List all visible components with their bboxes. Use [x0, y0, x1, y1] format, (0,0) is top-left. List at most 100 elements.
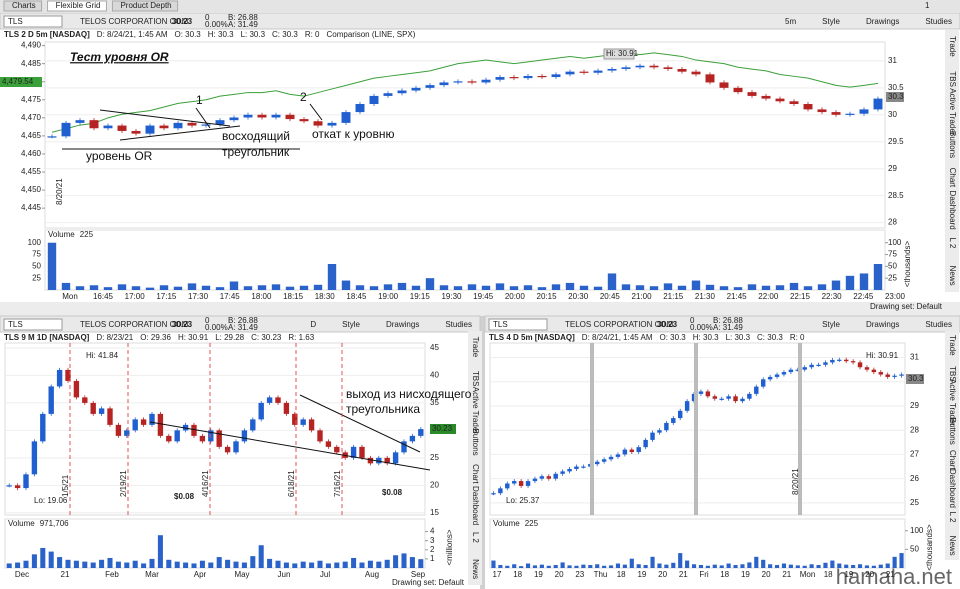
- volume-bar: [636, 564, 641, 568]
- volume-bar: [174, 561, 180, 568]
- toolbar-button[interactable]: Drawings: [866, 17, 899, 26]
- side-tab[interactable]: Chart: [471, 464, 480, 484]
- volume-bar: [359, 562, 365, 568]
- side-tab[interactable]: Chart: [948, 168, 957, 188]
- volume-bar: [622, 564, 627, 568]
- side-tab[interactable]: Buttons: [471, 429, 480, 456]
- side-tab[interactable]: L 2: [948, 237, 957, 248]
- symbol[interactable]: TLS: [8, 17, 23, 26]
- candle: [781, 372, 787, 375]
- header-bar: [484, 315, 960, 333]
- side-tab[interactable]: Active Trader: [948, 379, 957, 426]
- volume-bar: [243, 286, 253, 290]
- side-tab[interactable]: News: [471, 559, 480, 579]
- volume-tick-label: 2: [430, 545, 435, 554]
- side-tab[interactable]: Dashboard: [948, 191, 957, 230]
- candle: [159, 125, 169, 129]
- x-tick-label: 22:30: [822, 292, 843, 301]
- annotation: треугольник: [222, 145, 290, 159]
- volume-bar: [830, 560, 835, 568]
- volume-bar: [795, 565, 800, 568]
- candle: [823, 362, 828, 365]
- side-tab[interactable]: Trade: [471, 337, 480, 358]
- symbol[interactable]: TLS: [8, 320, 23, 329]
- volume-bar: [229, 281, 239, 290]
- candle: [334, 446, 340, 453]
- annotation: $0.08: [174, 492, 195, 501]
- side-tab[interactable]: Active Trader: [948, 88, 957, 135]
- tab[interactable]: Charts: [12, 1, 36, 10]
- volume-bar: [837, 563, 842, 568]
- volume-tick-label: 100: [28, 238, 42, 247]
- candle: [657, 430, 662, 433]
- side-tab[interactable]: Trade: [948, 36, 957, 57]
- side-tab[interactable]: TBS: [948, 71, 957, 87]
- volume-bar: [899, 553, 904, 568]
- toolbar-button[interactable]: D: [310, 320, 316, 329]
- x-tick-label: 18: [824, 570, 833, 579]
- side-tab[interactable]: Buttons: [948, 131, 957, 158]
- volume-bar: [342, 561, 348, 568]
- symbol-box[interactable]: [3, 318, 63, 331]
- toolbar-button[interactable]: Studies: [925, 320, 952, 329]
- date-label: 7/16/21: [333, 470, 342, 497]
- side-tab[interactable]: Trade: [948, 335, 957, 356]
- symbol-box[interactable]: [488, 318, 548, 331]
- candle: [740, 398, 745, 402]
- toolbar-button[interactable]: Studies: [925, 17, 952, 26]
- volume-bar: [525, 563, 531, 568]
- side-tab[interactable]: Dashboard: [948, 469, 957, 508]
- volume-bar: [334, 562, 340, 568]
- side-tab[interactable]: Buttons: [948, 418, 957, 445]
- candle: [518, 481, 524, 486]
- volume-bar: [691, 280, 701, 290]
- toolbar-button[interactable]: Style: [342, 320, 360, 329]
- volume-bar: [719, 286, 729, 290]
- side-tab[interactable]: Chart: [948, 450, 957, 470]
- side-tab[interactable]: News: [948, 266, 957, 286]
- side-tab[interactable]: TBS: [471, 371, 480, 387]
- toolbar-button[interactable]: Style: [822, 320, 840, 329]
- x-tick-label: 23: [575, 570, 584, 579]
- candle: [208, 430, 214, 442]
- candle: [257, 114, 267, 118]
- toolbar-button[interactable]: 5m: [785, 17, 796, 26]
- tab-bar: [0, 0, 960, 12]
- x-tick-label: 21: [886, 570, 895, 579]
- volume-bar: [309, 562, 315, 568]
- tab[interactable]: Flexible Grid: [56, 1, 101, 10]
- x-tick-label: 18:15: [283, 292, 304, 301]
- volume-bar: [546, 565, 551, 568]
- side-tab[interactable]: Active Trader: [471, 387, 480, 434]
- ask: A: 31.49: [228, 323, 258, 332]
- volume-bar: [40, 547, 46, 568]
- candle: [837, 359, 842, 361]
- side-tab[interactable]: L 2: [471, 532, 480, 543]
- tab[interactable]: Product Depth: [120, 1, 171, 10]
- side-tab[interactable]: TBS: [948, 366, 957, 382]
- volume-bar: [539, 564, 544, 568]
- symbol[interactable]: TLS: [493, 320, 508, 329]
- side-tab[interactable]: L 2: [948, 512, 957, 523]
- x-tick-label: 18:45: [346, 292, 367, 301]
- header-bar: [0, 315, 481, 333]
- toolbar-button[interactable]: Drawings: [386, 320, 419, 329]
- toolbar-button[interactable]: Studies: [445, 320, 472, 329]
- toolbar-button[interactable]: Drawings: [866, 320, 899, 329]
- candle: [498, 488, 503, 494]
- side-tab[interactable]: News: [948, 536, 957, 556]
- session-gap: [798, 343, 802, 515]
- candle: [809, 364, 814, 368]
- volume-bar: [685, 560, 690, 568]
- volume-bar: [215, 287, 225, 290]
- candle: [166, 435, 172, 442]
- candle: [401, 441, 407, 453]
- side-tab[interactable]: Dashboard: [471, 486, 480, 525]
- toolbar-button[interactable]: Style: [822, 17, 840, 26]
- volume-bar: [292, 563, 298, 568]
- x-tick-label: 17:15: [156, 292, 177, 301]
- y-tick-label: 20: [430, 480, 439, 489]
- candle: [491, 493, 496, 495]
- x-tick-label: 21: [679, 570, 688, 579]
- symbol-box[interactable]: [3, 15, 63, 28]
